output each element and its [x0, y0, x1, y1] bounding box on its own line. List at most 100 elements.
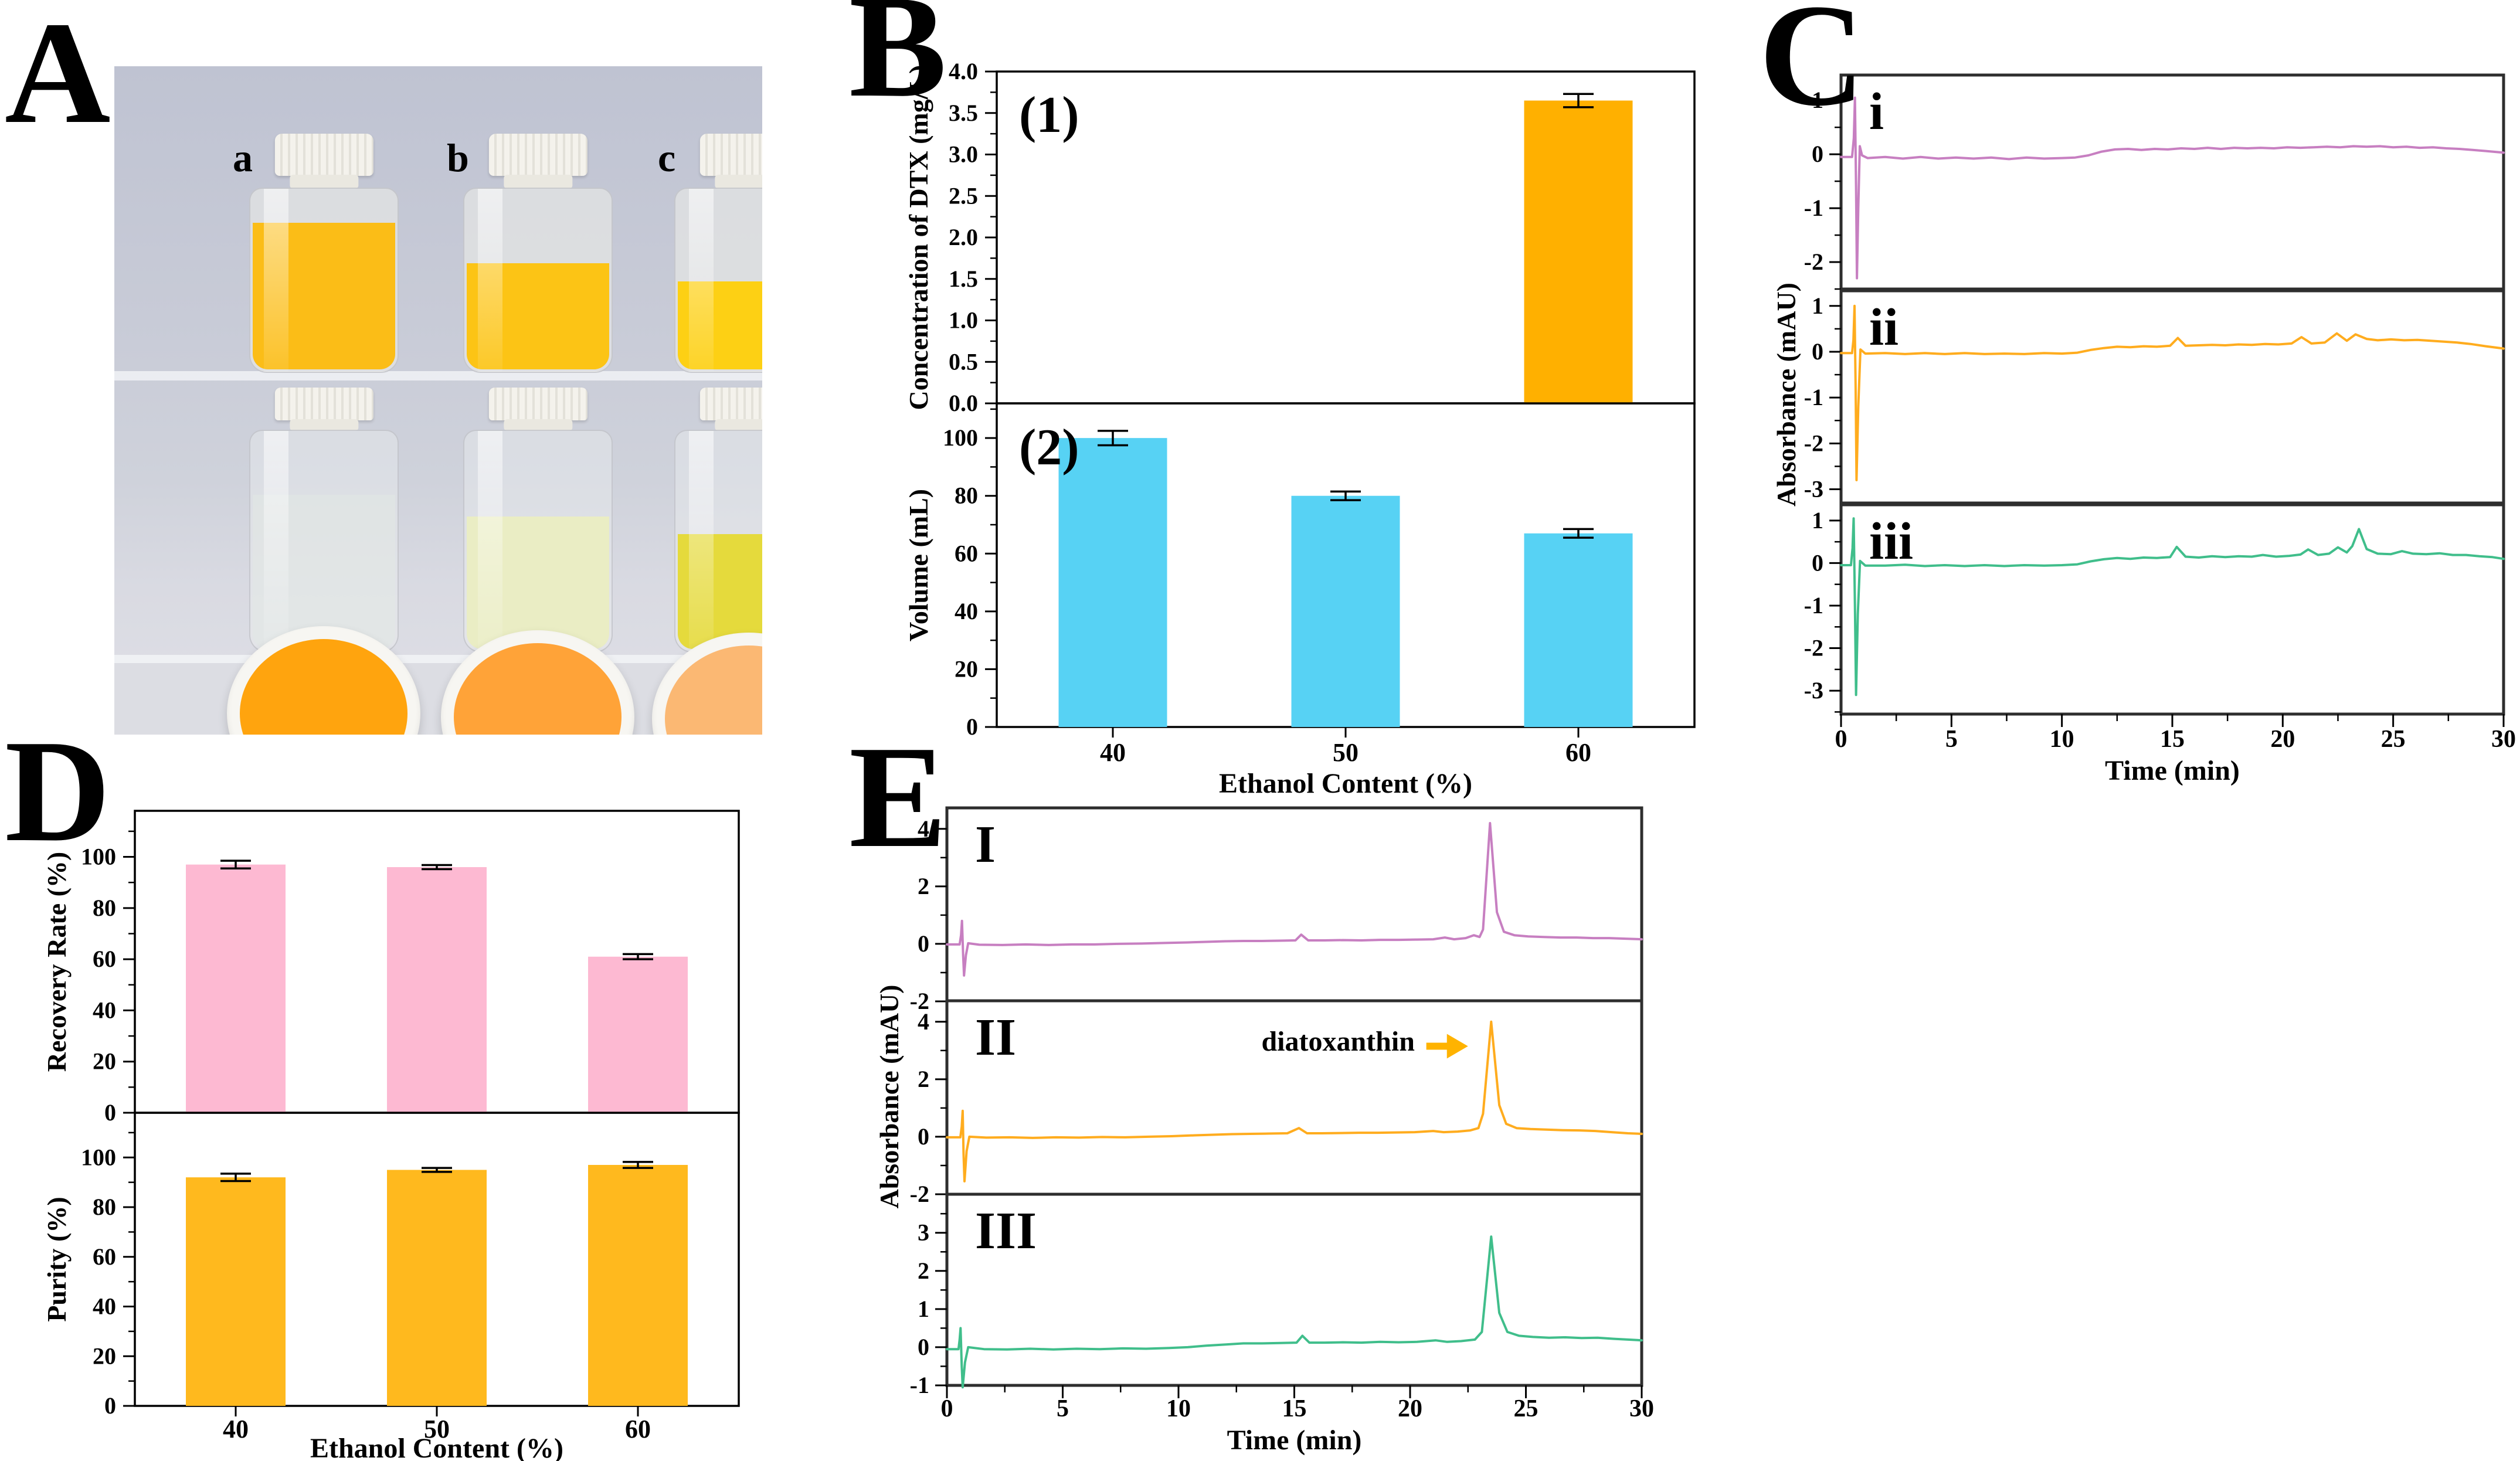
svg-text:-1: -1	[1804, 384, 1823, 410]
trace-E-III	[946, 1235, 1643, 1389]
chart-B1: 0.0 0.5 1.0 1.5 2.0 2.5 3.0 3.5 4.0 (1) Concentrat…	[904, 58, 1696, 416]
trace-C-iii	[1840, 517, 2505, 696]
svg-text:2.5: 2.5	[949, 182, 978, 209]
svg-text:5: 5	[1945, 726, 1958, 753]
bottle-label: c	[658, 135, 676, 180]
bottle-cap-ring	[289, 419, 359, 431]
svg-text:-2: -2	[1804, 430, 1823, 456]
svg-text:II: II	[975, 1008, 1016, 1066]
shelf-divider	[114, 655, 762, 663]
powder-sample	[665, 645, 762, 735]
svg-text:4: 4	[918, 1008, 929, 1035]
svg-text:2.0: 2.0	[949, 224, 978, 250]
svg-text:10: 10	[1166, 1395, 1191, 1422]
svg-text:0: 0	[918, 930, 929, 957]
svg-text:-1: -1	[910, 1372, 929, 1398]
svg-text:Absorbance (mAU): Absorbance (mAU)	[1771, 283, 1801, 507]
svg-text:20: 20	[93, 1048, 116, 1075]
svg-text:ii: ii	[1869, 298, 1899, 356]
bottle-cap	[274, 134, 373, 176]
svg-text:1: 1	[918, 1296, 929, 1322]
svg-text:25: 25	[1514, 1395, 1539, 1422]
bar-D1-50	[387, 867, 487, 1113]
bottle-gloss	[688, 189, 714, 372]
bottle-cap	[274, 388, 373, 420]
svg-text:0: 0	[1812, 141, 1823, 167]
bottle-label: a	[233, 135, 253, 180]
svg-text:50: 50	[1333, 738, 1359, 767]
svg-text:80: 80	[955, 483, 978, 509]
bottle-cap	[488, 134, 587, 176]
bottle-cap-ring	[714, 419, 762, 431]
bottle-body	[674, 188, 762, 373]
svg-text:20: 20	[1398, 1395, 1422, 1422]
sample-bottle-extract	[463, 134, 613, 373]
svg-text:60: 60	[1565, 738, 1591, 767]
panel-a-photo: a b c	[114, 66, 762, 735]
svg-text:0: 0	[1812, 338, 1823, 365]
svg-text:40: 40	[1100, 738, 1126, 767]
svg-text:60: 60	[955, 540, 978, 566]
svg-text:-2: -2	[1804, 635, 1823, 661]
svg-text:1: 1	[1812, 293, 1823, 319]
svg-text:80: 80	[93, 1194, 116, 1220]
svg-text:40: 40	[955, 598, 978, 624]
svg-text:4: 4	[918, 816, 929, 842]
svg-text:0: 0	[1812, 549, 1823, 576]
svg-text:20: 20	[2270, 726, 2295, 753]
svg-text:Time (min): Time (min)	[1227, 1425, 1362, 1456]
svg-text:Ethanol Content (%): Ethanol Content (%)	[1219, 768, 1472, 799]
svg-text:5: 5	[1057, 1395, 1069, 1422]
bottle-gloss	[688, 431, 714, 651]
svg-text:60: 60	[625, 1415, 651, 1443]
bottle-cap-ring	[714, 175, 762, 189]
svg-text:2: 2	[918, 1258, 929, 1284]
svg-text:15: 15	[1282, 1395, 1307, 1422]
svg-text:Recovery Rate (%): Recovery Rate (%)	[42, 852, 72, 1072]
svg-text:i: i	[1869, 83, 1884, 141]
svg-text:iii: iii	[1869, 512, 1913, 570]
bottle-body	[463, 430, 613, 653]
svg-text:1.5: 1.5	[949, 266, 978, 292]
svg-text:0.5: 0.5	[949, 348, 978, 375]
chart-D1: 0 20 40 60 80 100 Recovery Rate (%)	[42, 810, 740, 1126]
svg-text:-1: -1	[1804, 592, 1823, 619]
svg-text:I: I	[975, 816, 996, 874]
svg-text:0: 0	[918, 1334, 929, 1360]
svg-text:50: 50	[424, 1415, 450, 1443]
svg-text:0: 0	[104, 1392, 116, 1419]
svg-text:Volume (mL): Volume (mL)	[904, 489, 933, 641]
bar-D1-60	[588, 956, 688, 1113]
svg-text:2: 2	[918, 873, 929, 899]
svg-text:0: 0	[941, 1395, 953, 1422]
bottle-cap	[488, 388, 587, 420]
petri-dish	[652, 633, 762, 735]
bar-D2-40	[186, 1177, 286, 1406]
svg-text:Concentration of DTX (mg/L): Concentration of DTX (mg/L)	[904, 65, 933, 410]
svg-text:100: 100	[943, 424, 978, 451]
bottle-body	[249, 188, 399, 373]
svg-text:30: 30	[2491, 726, 2516, 753]
svg-text:-3: -3	[1804, 677, 1823, 704]
panel-letter-d: D	[5, 710, 111, 872]
svg-text:3: 3	[918, 1219, 929, 1246]
svg-text:3.5: 3.5	[949, 100, 978, 126]
sample-bottle-extract	[674, 134, 762, 373]
powder-sample	[454, 643, 621, 735]
trace-E-I	[946, 822, 1643, 977]
svg-text:Purity (%): Purity (%)	[42, 1197, 72, 1321]
sample-bottle-extract	[249, 134, 399, 373]
bottle-cap	[699, 134, 762, 176]
svg-text:-2: -2	[1804, 249, 1823, 275]
bottle-cap-ring	[503, 419, 573, 431]
svg-text:0.0: 0.0	[949, 390, 978, 416]
chart-B2: 0 20 40 60 80 100 40 50 60 Ethanol Content (%) (2)…	[904, 402, 1696, 799]
bar-B2-60	[1524, 533, 1633, 727]
trace-E-II	[946, 1020, 1643, 1183]
bottle-cap	[699, 388, 762, 420]
svg-text:(2): (2)	[1019, 419, 1079, 476]
